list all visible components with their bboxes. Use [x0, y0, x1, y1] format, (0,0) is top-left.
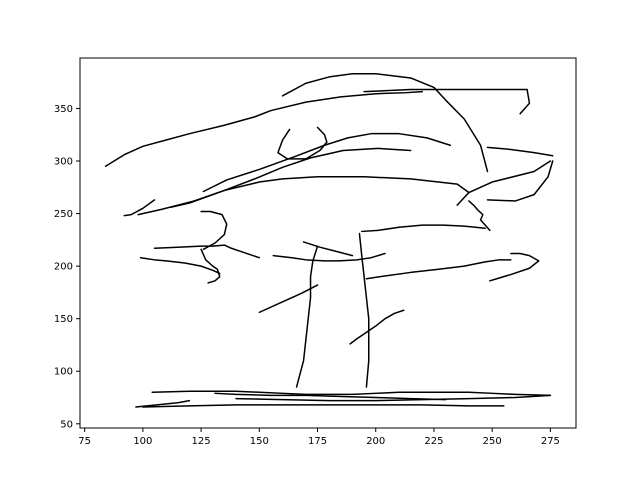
series-line-25: [468, 200, 491, 232]
series-line-2: [363, 88, 531, 115]
x-tick-label-4: 175: [308, 436, 327, 447]
series-line-23: [235, 394, 552, 402]
series-line-21: [135, 399, 191, 408]
y-tick-label-2: 150: [54, 314, 73, 325]
plot-frame: [79, 57, 577, 429]
series-line-24: [214, 392, 447, 401]
x-tick-label-8: 275: [541, 436, 560, 447]
series-line-17: [361, 224, 486, 233]
x-tick-label-7: 250: [483, 436, 502, 447]
series-line-19: [349, 309, 405, 345]
series-line-18: [365, 259, 512, 280]
series-line-9: [137, 147, 412, 216]
series-line-28: [258, 284, 319, 314]
series-line-6: [123, 199, 156, 217]
series-line-12: [200, 248, 221, 284]
x-tick-label-3: 150: [250, 436, 269, 447]
x-tick-label-2: 125: [192, 436, 211, 447]
y-axis: 50 100 150 200 250 300 350: [54, 104, 80, 430]
x-tick-label-5: 200: [366, 436, 385, 447]
series-line-15: [295, 245, 319, 388]
x-tick-label-0: 75: [78, 436, 91, 447]
series-line-4: [456, 160, 552, 206]
series-line-1: [281, 73, 489, 173]
x-tick-label-6: 225: [424, 436, 443, 447]
series-line-13: [139, 256, 221, 275]
series-line-22: [142, 404, 505, 408]
series-line-0: [104, 90, 424, 168]
y-tick-label-1: 100: [54, 367, 73, 378]
y-tick-label-3: 200: [54, 262, 73, 273]
y-tick-label-0: 50: [60, 419, 73, 430]
series-line-5: [170, 176, 470, 209]
series-line-8: [202, 132, 452, 193]
series-line-3: [486, 160, 554, 202]
series-line-20: [151, 390, 552, 397]
y-tick-label-4: 250: [54, 209, 73, 220]
series-line-27: [272, 252, 386, 262]
series-line-29: [302, 241, 354, 257]
series-line-26: [489, 252, 540, 282]
y-tick-label-6: 350: [54, 104, 73, 115]
series-line-10: [486, 146, 554, 157]
series-line-16: [358, 232, 370, 388]
x-tick-label-1: 100: [133, 436, 152, 447]
series-line-14: [153, 244, 261, 259]
y-tick-label-5: 300: [54, 157, 73, 168]
x-axis: 75 100 125 150 175 200 225 250 275: [78, 428, 560, 447]
series-layer: [104, 73, 554, 408]
series-line-11: [200, 210, 228, 251]
